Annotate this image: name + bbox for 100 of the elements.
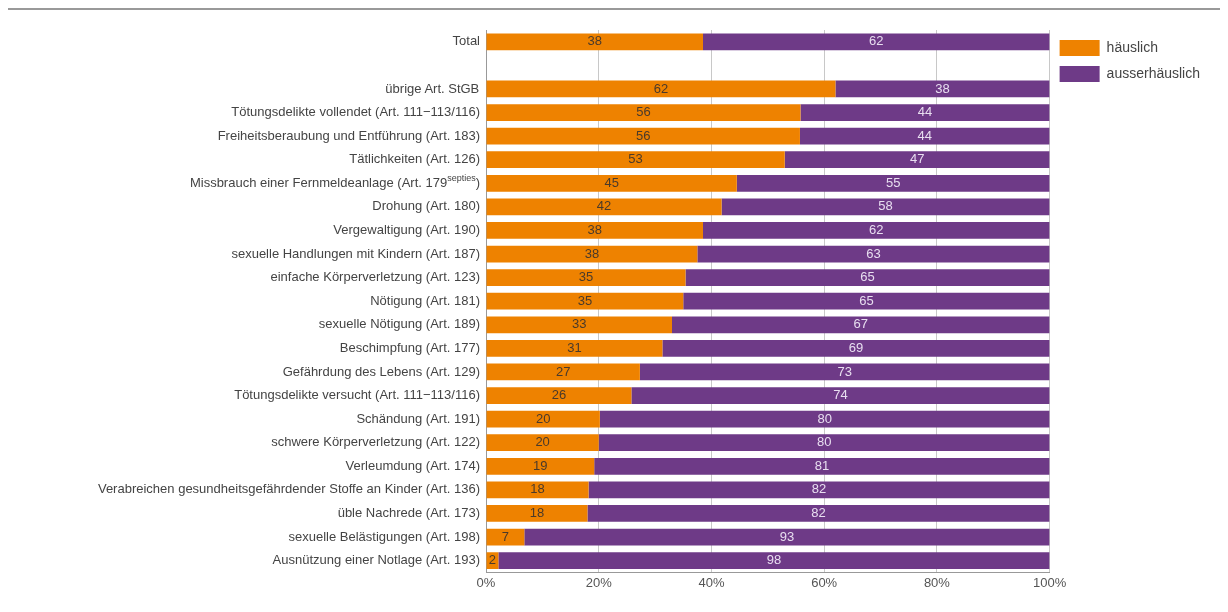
bar (486, 434, 599, 452)
data-label: 47 (909, 151, 925, 167)
bar (486, 316, 672, 334)
bar (486, 104, 801, 121)
data-label: 56 (635, 127, 651, 143)
bar (486, 245, 698, 263)
bar (662, 339, 1050, 357)
y-tick-label: Tätlichkeiten (Art. 126) (349, 151, 481, 167)
y-tick-label: Verleumdung (Art. 174) (345, 457, 480, 473)
y-tick-label: sexuelle Nötigung (Art. 189) (318, 316, 481, 332)
x-tick-label: 80% (923, 574, 951, 590)
bar (486, 198, 722, 216)
y-tick-label: Freiheitsberaubung und Entführung (Art. 183) (217, 127, 481, 143)
bar (631, 387, 1050, 404)
data-label: 62 (653, 80, 669, 96)
bar (685, 269, 1050, 287)
bar (486, 292, 684, 310)
y-tick-label: schwere Körperverletzung (Art. 122) (271, 434, 480, 450)
y-tick-label: üble Nachrede (Art. 173) (337, 505, 481, 521)
data-label: 63 (866, 245, 881, 261)
data-label: 19 (533, 457, 548, 473)
bar (683, 292, 1050, 310)
bar (835, 80, 1050, 98)
bar (498, 552, 1050, 570)
data-label: 80 (816, 434, 832, 450)
bar (486, 222, 703, 239)
data-label: 62 (869, 33, 884, 49)
bar (486, 410, 600, 428)
x-tick-label: 40% (698, 574, 725, 590)
y-tick-label: Schändung (Art. 191) (356, 410, 480, 426)
data-label: 65 (860, 269, 875, 285)
data-label: 45 (604, 174, 619, 190)
bar (486, 80, 836, 98)
legend-label: häuslich (1106, 38, 1158, 55)
data-label: 80 (817, 410, 832, 426)
data-label: 56 (636, 104, 651, 120)
bar (784, 151, 1050, 169)
data-label: 27 (555, 363, 571, 379)
bar (486, 363, 640, 381)
bar (598, 434, 1050, 452)
data-label: 42 (596, 198, 612, 214)
bar (524, 528, 1050, 546)
y-tick-label: Tötungsdelikte versucht (Art. 111−113/116) (234, 387, 481, 403)
data-label: 74 (833, 387, 848, 403)
bar (486, 481, 589, 499)
data-label: 31 (567, 339, 582, 355)
data-label: 7 (501, 528, 510, 544)
x-tick-label: 60% (811, 574, 838, 590)
x-tick-label: 20% (585, 574, 613, 590)
bar (486, 339, 663, 357)
bar (486, 151, 785, 169)
bar (594, 457, 1050, 475)
y-tick-label: einfache Körperverletzung (Art. 123) (270, 269, 481, 285)
bar (639, 363, 1050, 381)
y-tick-label: Verabreichen gesundheitsgefährdender Stoffe an Kinder (Art. 136) (97, 481, 481, 497)
data-label: 26 (551, 387, 567, 403)
y-tick-label: Tötungsdelikte vollendet (Art. 111−113/116) (231, 104, 481, 120)
y-tick-label: Beschimpfung (Art. 177) (339, 339, 481, 355)
bar (486, 457, 595, 475)
y-tick-label: sexuelle Handlungen mit Kindern (Art. 187) (231, 245, 481, 261)
bar (486, 505, 588, 522)
bar (486, 387, 632, 404)
bar (587, 505, 1050, 522)
data-label: 55 (885, 174, 901, 190)
bar (486, 269, 686, 287)
data-label: 18 (530, 481, 545, 497)
data-label: 20 (535, 410, 551, 426)
bar (486, 174, 737, 192)
bar (599, 410, 1050, 428)
bar (697, 245, 1050, 263)
x-tick-label: 100% (1032, 574, 1067, 590)
y-tick-label: Vergewaltigung (Art. 190) (333, 222, 481, 238)
data-label: 44 (917, 104, 933, 120)
x-tick-label: 0% (476, 574, 496, 590)
data-label: 53 (628, 151, 643, 167)
y-tick-label: sexuelle Belästigungen (Art. 198) (288, 528, 481, 544)
bar (486, 127, 800, 145)
data-label: 35 (578, 269, 594, 285)
data-label: 93 (779, 528, 795, 544)
data-label: 18 (529, 505, 545, 521)
bar (486, 33, 703, 51)
data-label: 62 (869, 222, 884, 238)
data-label: 38 (587, 33, 602, 49)
bar (721, 198, 1050, 216)
bar (671, 316, 1050, 334)
data-label: 67 (853, 316, 869, 332)
data-label: 38 (587, 222, 602, 238)
y-tick-label: Nötigung (Art. 181) (370, 292, 481, 308)
y-tick-label: Drohung (Art. 180) (372, 198, 481, 214)
y-tick-label: Ausnützung einer Notlage (Art. 193) (272, 552, 481, 568)
bar (800, 104, 1050, 121)
y-tick-label: übrige Art. StGB (385, 80, 480, 96)
data-label: 38 (584, 245, 600, 261)
legend-label: ausserhäuslich (1106, 64, 1200, 81)
bar (799, 127, 1050, 145)
bar (588, 481, 1050, 499)
y-tick-label: Total (452, 33, 481, 49)
data-label: 44 (917, 127, 933, 143)
data-label: 98 (766, 552, 782, 568)
data-label: 33 (572, 316, 587, 332)
